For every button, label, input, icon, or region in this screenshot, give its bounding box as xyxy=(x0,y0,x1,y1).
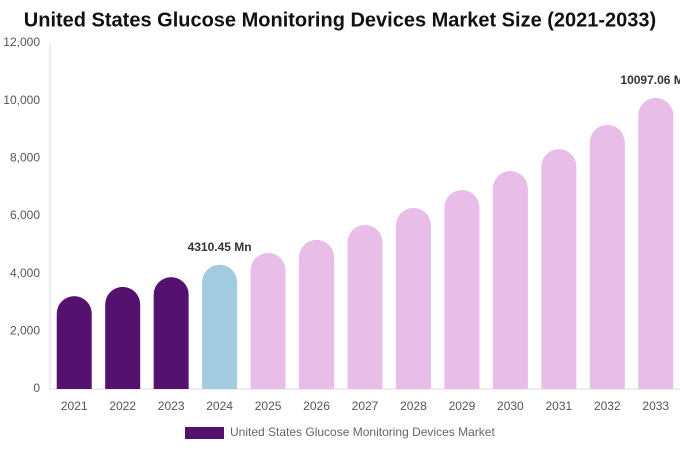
y-tick-label: 12,000 xyxy=(3,35,40,49)
bar xyxy=(395,207,431,389)
bar xyxy=(541,149,577,389)
bar xyxy=(638,97,674,389)
x-tick-label: 2024 xyxy=(206,399,233,413)
y-tick-label: 2,000 xyxy=(10,324,40,338)
bar xyxy=(56,296,92,389)
chart-title: United States Glucose Monitoring Devices… xyxy=(24,9,656,31)
x-tick-label: 2028 xyxy=(400,399,427,413)
bar xyxy=(299,239,335,389)
legend-swatch xyxy=(185,427,224,439)
x-tick-label: 2032 xyxy=(594,399,621,413)
x-tick-label: 2030 xyxy=(497,399,524,413)
x-tick-label: 2025 xyxy=(255,399,282,413)
y-tick-label: 4,000 xyxy=(10,266,40,280)
value-label: 4310.45 Mn xyxy=(188,240,252,254)
x-tick-label: 2023 xyxy=(158,399,185,413)
value-label: 10097.06 Mn xyxy=(620,73,680,87)
x-tick-label: 2033 xyxy=(642,399,669,413)
bar xyxy=(202,264,238,389)
bar xyxy=(444,190,480,389)
bar xyxy=(153,277,189,389)
x-tick-label: 2021 xyxy=(61,399,88,413)
x-tick-label: 2031 xyxy=(545,399,572,413)
y-tick-label: 6,000 xyxy=(10,208,40,222)
y-tick-label: 8,000 xyxy=(10,151,40,165)
legend-label: United States Glucose Monitoring Devices… xyxy=(230,425,495,439)
bar xyxy=(347,224,383,389)
x-tick-label: 2027 xyxy=(352,399,379,413)
bar xyxy=(492,171,528,389)
y-tick-label: 0 xyxy=(33,381,40,395)
y-tick-label: 10,000 xyxy=(3,93,40,107)
bar xyxy=(589,124,625,390)
x-tick-label: 2026 xyxy=(303,399,330,413)
bar xyxy=(250,252,286,389)
x-tick-label: 2029 xyxy=(449,399,476,413)
x-tick-label: 2022 xyxy=(109,399,136,413)
bar xyxy=(105,286,141,389)
